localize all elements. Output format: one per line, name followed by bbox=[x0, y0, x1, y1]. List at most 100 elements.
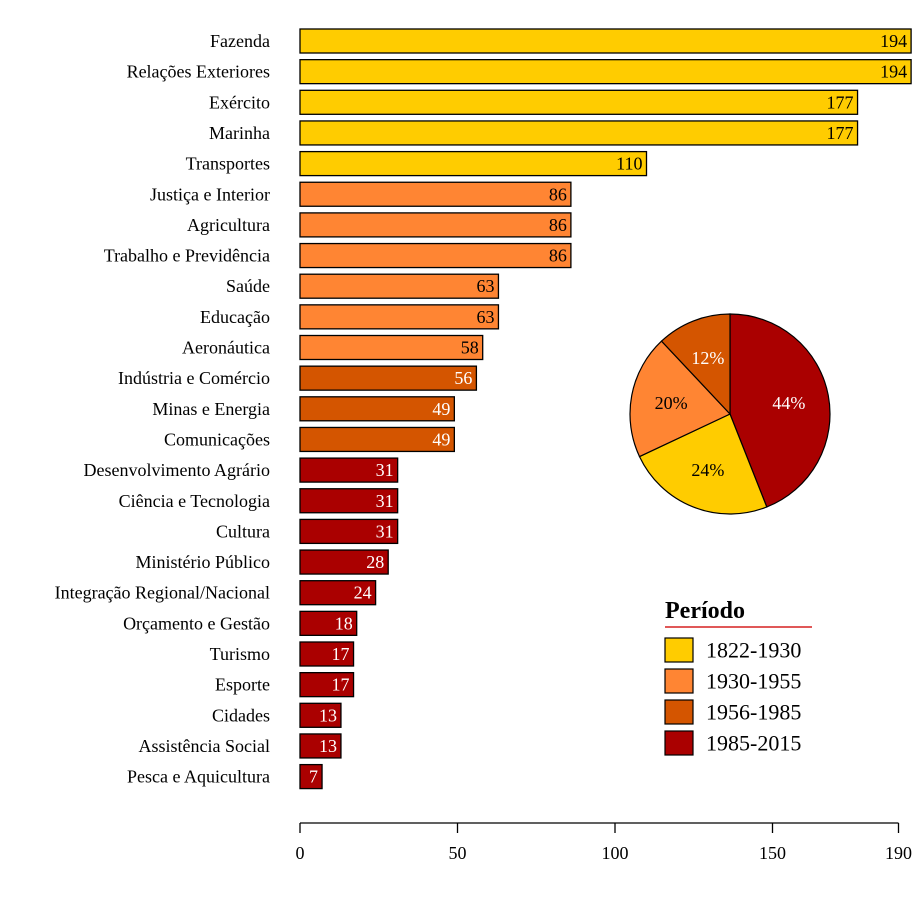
bar-value-label: 18 bbox=[335, 613, 353, 633]
legend-label: 1822-1930 bbox=[706, 638, 801, 663]
pie-slice-label: 44% bbox=[772, 393, 805, 413]
category-label: Esporte bbox=[215, 675, 270, 695]
category-label: Relações Exteriores bbox=[127, 62, 270, 82]
x-tick-label: 150 bbox=[759, 843, 786, 863]
category-label: Transportes bbox=[186, 154, 270, 174]
pie-slice bbox=[638, 413, 768, 515]
category-label: Trabalho e Previdência bbox=[104, 246, 270, 266]
bar bbox=[299, 610, 358, 636]
bar-value-label: 194 bbox=[880, 31, 907, 51]
bar-value-label: 58 bbox=[461, 338, 479, 358]
pie-slice-label: 24% bbox=[691, 460, 724, 480]
bar-value-label: 49 bbox=[432, 399, 450, 419]
bar bbox=[299, 181, 572, 207]
bar-value-label: 177 bbox=[827, 92, 854, 112]
bar bbox=[299, 28, 912, 54]
legend-swatch bbox=[664, 730, 694, 756]
bar bbox=[299, 150, 648, 177]
bar bbox=[299, 365, 478, 391]
bar bbox=[299, 549, 389, 575]
legend-swatch bbox=[664, 699, 694, 725]
x-axis: 0 50 100 150 190 bbox=[296, 822, 912, 863]
bar bbox=[299, 733, 342, 759]
bar-value-label: 177 bbox=[827, 123, 854, 143]
bar bbox=[299, 273, 500, 299]
bar bbox=[299, 120, 859, 146]
category-label: Justiça e Interior bbox=[150, 184, 270, 204]
legend-swatch bbox=[664, 668, 694, 694]
bar-value-label: 63 bbox=[476, 276, 494, 296]
bar-value-label: 49 bbox=[432, 429, 450, 449]
bar-chart: Fazenda 194 Relações Exteriores 194 Exército… bbox=[55, 28, 912, 790]
bar bbox=[299, 304, 500, 330]
category-label: Ciência e Tecnologia bbox=[119, 491, 270, 511]
bar-value-label: 28 bbox=[366, 552, 384, 572]
bar bbox=[299, 59, 912, 85]
bar-value-label: 86 bbox=[549, 215, 567, 235]
bar-value-label: 110 bbox=[616, 154, 642, 174]
bar bbox=[299, 580, 377, 606]
bar-value-label: 63 bbox=[476, 307, 494, 327]
category-label: Indústria e Comércio bbox=[118, 368, 270, 388]
category-label: Exército bbox=[209, 92, 270, 112]
legend-label: 1930-1955 bbox=[706, 669, 801, 694]
pie-slice-label: 12% bbox=[691, 348, 724, 368]
bar-value-label: 13 bbox=[319, 705, 337, 725]
category-label: Saúde bbox=[226, 276, 270, 296]
bar bbox=[299, 212, 572, 238]
bar-value-label: 86 bbox=[549, 184, 567, 204]
legend-label: 1985-2015 bbox=[706, 731, 801, 756]
category-label: Cidades bbox=[212, 705, 270, 725]
x-tick-label: 0 bbox=[296, 843, 305, 863]
legend-swatch bbox=[664, 637, 694, 663]
category-label: Aeronáutica bbox=[182, 338, 270, 358]
pie-slice-label: 20% bbox=[655, 393, 688, 413]
category-label: Marinha bbox=[209, 123, 270, 143]
bar-value-label: 17 bbox=[332, 644, 350, 664]
bar-value-label: 31 bbox=[376, 491, 394, 511]
bar bbox=[299, 763, 323, 790]
category-label: Desenvolvimento Agrário bbox=[84, 460, 270, 480]
bar-value-label: 7 bbox=[309, 767, 318, 787]
category-label: Assistência Social bbox=[139, 736, 270, 756]
pie-slice bbox=[729, 313, 831, 508]
legend-label: 1956-1985 bbox=[706, 700, 801, 725]
bar bbox=[299, 672, 355, 698]
bar-value-label: 13 bbox=[319, 736, 337, 756]
bar bbox=[299, 426, 456, 453]
category-label: Cultura bbox=[216, 521, 270, 541]
bar bbox=[299, 457, 399, 483]
legend-title: Período bbox=[665, 598, 745, 624]
x-tick-label: 190 bbox=[885, 843, 912, 863]
category-label: Fazenda bbox=[210, 31, 270, 51]
bar bbox=[299, 702, 342, 728]
pie-chart: 44% 24% 20% 12% bbox=[629, 313, 831, 515]
category-label: Turismo bbox=[210, 644, 270, 664]
category-label: Minas e Energia bbox=[152, 399, 270, 419]
bar-value-label: 86 bbox=[549, 246, 567, 266]
bar bbox=[299, 89, 859, 115]
category-label: Agricultura bbox=[187, 215, 270, 235]
bar bbox=[299, 334, 484, 361]
category-label: Comunicações bbox=[164, 429, 270, 449]
bar bbox=[299, 641, 355, 667]
bar-value-label: 31 bbox=[376, 460, 394, 480]
legend: Período 1822-1930 1930-1955 1956-1985 1985-… bbox=[664, 598, 812, 756]
bar-value-label: 24 bbox=[354, 583, 372, 603]
bar bbox=[299, 518, 399, 545]
category-label: Integração Regional/Nacional bbox=[55, 583, 270, 603]
bar bbox=[299, 242, 572, 269]
bar-value-label: 31 bbox=[376, 521, 394, 541]
category-label: Educação bbox=[200, 307, 270, 327]
pie-slice bbox=[629, 340, 732, 458]
legend-items: 1822-1930 1930-1955 1956-1985 1985-2015 bbox=[664, 637, 801, 756]
pie-slice bbox=[660, 313, 731, 416]
x-tick-label: 100 bbox=[602, 843, 629, 863]
category-label: Pesca e Aquicultura bbox=[127, 767, 270, 787]
bar bbox=[299, 488, 399, 514]
category-label: Ministério Público bbox=[136, 552, 271, 572]
bar-value-label: 194 bbox=[880, 62, 907, 82]
bar-value-label: 17 bbox=[332, 675, 350, 695]
category-label: Orçamento e Gestão bbox=[123, 613, 270, 633]
